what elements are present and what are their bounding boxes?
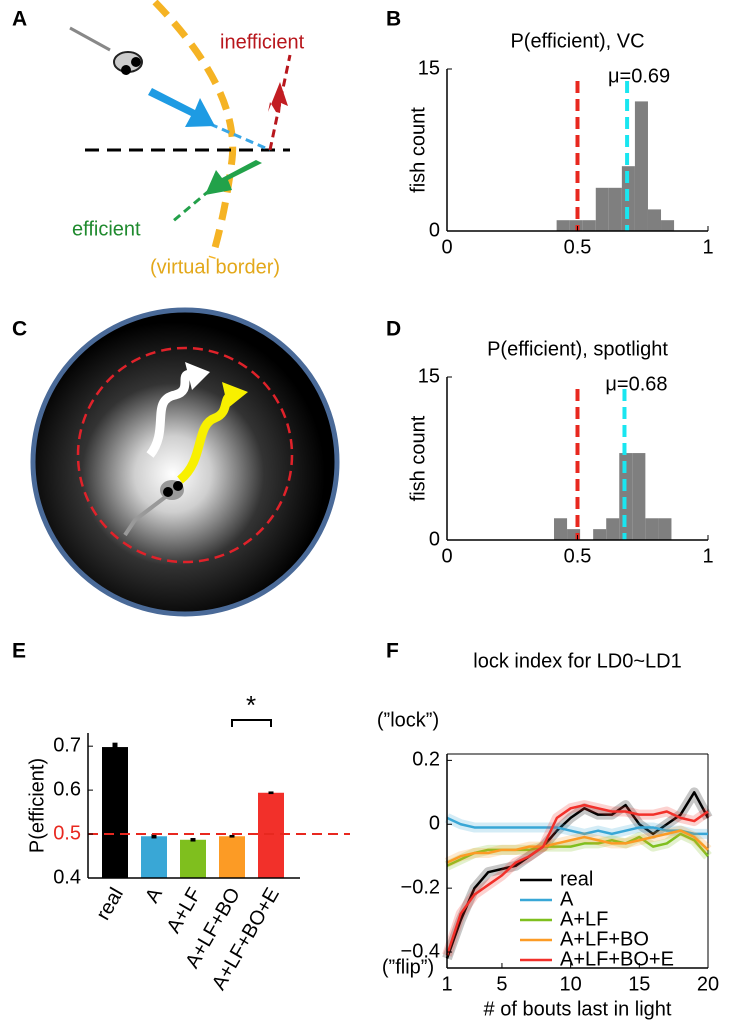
y-axis-label: fish count xyxy=(407,415,429,501)
chart-title: P(efficient), VC xyxy=(510,30,644,52)
y-label-bottom: (”flip”) xyxy=(382,956,434,978)
bar xyxy=(180,839,206,878)
bar xyxy=(102,747,128,878)
legend-label: A+LF xyxy=(560,908,608,930)
bar xyxy=(258,792,284,878)
y-label-top: (”lock”) xyxy=(377,709,439,731)
y-axis-label: P(efficient) xyxy=(26,758,48,853)
histogram-bar xyxy=(595,187,609,231)
histogram-bar xyxy=(647,209,662,231)
histogram-bar xyxy=(608,187,622,231)
diagram-a: inefficient efficient (virtual border) xyxy=(69,0,305,278)
mean-annotation: μ=0.69 xyxy=(608,65,670,87)
bar xyxy=(219,836,245,878)
x-tick-label: 15 xyxy=(628,973,650,995)
diagram-label: efficient xyxy=(72,218,141,240)
y-tick-label: 15 xyxy=(418,57,440,79)
y-axis-label: fish count xyxy=(407,107,429,193)
x-tick-label: 0 xyxy=(441,545,452,567)
histogram-bar xyxy=(658,518,672,540)
chart-title: lock index for LD0~LD1 xyxy=(473,650,681,672)
x-tick-label: 20 xyxy=(697,973,719,995)
x-tick-label: 1 xyxy=(441,973,452,995)
panel-label: E xyxy=(12,640,26,663)
panel-label: C xyxy=(12,318,27,341)
histogram-bar xyxy=(661,220,675,231)
x-tick-label: 5 xyxy=(496,973,507,995)
line-series xyxy=(446,829,709,864)
line-series xyxy=(446,816,708,836)
y-tick-label: 15 xyxy=(418,365,440,387)
histogram-bar xyxy=(593,529,607,540)
histogram-bar xyxy=(582,220,596,231)
x-tick-label: 0 xyxy=(441,236,452,258)
mean-annotation: μ=0.68 xyxy=(605,373,667,395)
histogram-bar xyxy=(632,453,646,540)
y-tick-label: 0.4 xyxy=(53,866,81,888)
diagram-c xyxy=(30,307,340,617)
histogram-bar xyxy=(567,529,581,540)
bar xyxy=(141,836,167,878)
y-tick-label: 0.6 xyxy=(53,778,81,800)
panel-label: D xyxy=(386,318,401,341)
histogram-bar xyxy=(554,518,568,540)
y-tick-label: 0.7 xyxy=(53,734,81,756)
x-tick-label: 10 xyxy=(560,973,582,995)
histogram-bar xyxy=(634,101,648,232)
legend-label: real xyxy=(560,868,593,890)
legend-label: A+LF+BO xyxy=(560,928,649,950)
line-series xyxy=(446,832,709,867)
legend-label: A xyxy=(560,888,574,910)
y-tick-label: 0.5 xyxy=(53,822,81,844)
x-tick-label: 1 xyxy=(702,545,713,567)
y-tick-label: −0.2 xyxy=(401,876,440,898)
x-tick-label: A xyxy=(141,884,167,907)
significance: * xyxy=(246,690,256,720)
x-axis-label: # of bouts last in light xyxy=(484,998,672,1020)
significance-bracket xyxy=(231,719,272,727)
y-tick-label: −0.4 xyxy=(401,940,440,962)
y-tick-label: 0 xyxy=(429,219,440,241)
panel-label: B xyxy=(386,8,401,31)
y-tick-label: 0.2 xyxy=(412,749,440,771)
x-tick-label: 0.5 xyxy=(564,545,592,567)
line-series xyxy=(445,803,709,956)
legend-label: A+LF+BO+E xyxy=(560,948,674,970)
x-tick-label: 0.5 xyxy=(564,236,592,258)
x-tick-label: 1 xyxy=(702,236,713,258)
histogram-bar xyxy=(606,518,620,540)
y-tick-label: 0 xyxy=(429,528,440,550)
x-tick-label: real xyxy=(92,884,128,924)
line-series xyxy=(445,791,710,959)
panel-label: F xyxy=(386,640,399,663)
y-tick-label: 0 xyxy=(429,813,440,835)
histogram-bar xyxy=(645,518,659,540)
diagram-label: (virtual border) xyxy=(150,256,280,278)
diagram-label: inefficient xyxy=(220,31,305,53)
panel-label: A xyxy=(12,8,27,31)
chart-title: P(efficient), spotlight xyxy=(487,338,668,360)
histogram-bar xyxy=(556,220,570,231)
